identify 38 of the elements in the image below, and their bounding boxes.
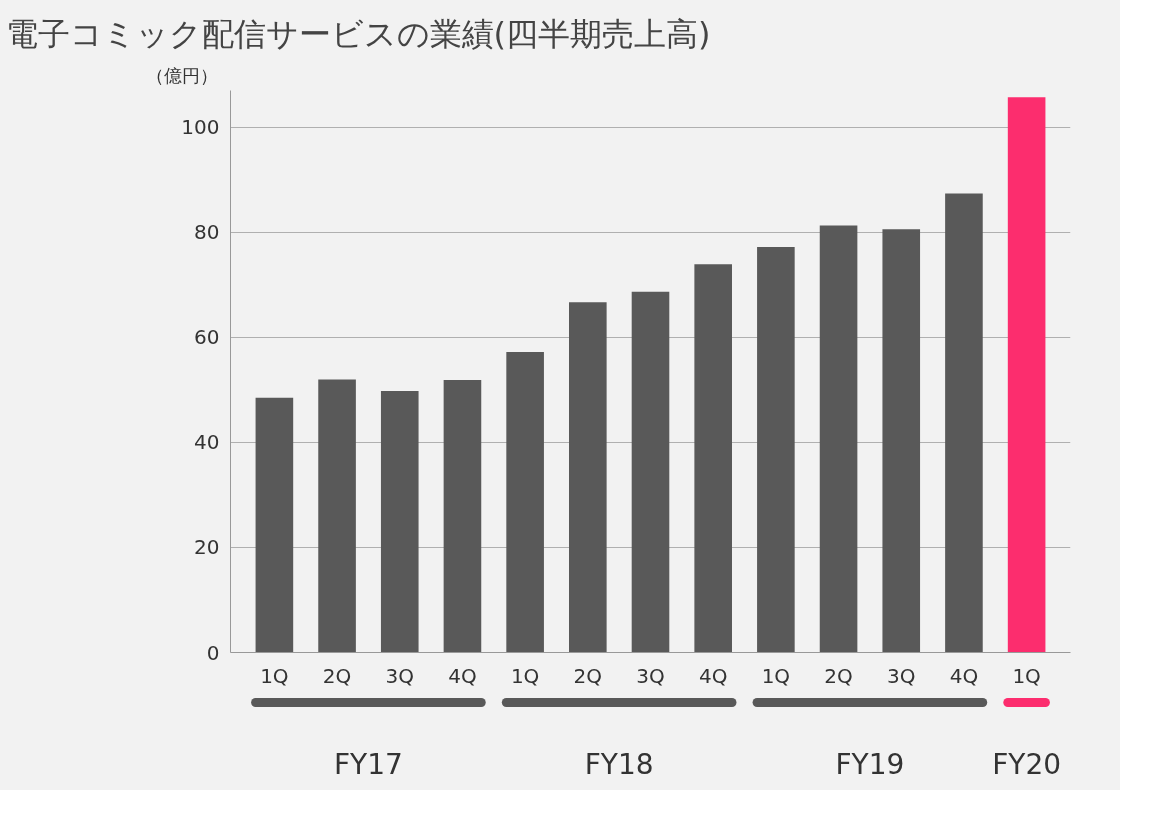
text: FY19 (835, 747, 905, 781)
y-axis-title: （億円） (145, 64, 218, 86)
bar (631, 291, 670, 653)
x-tick-label: 1Q (1012, 663, 1041, 688)
y-tick-label: 0 (206, 640, 220, 665)
bar (757, 247, 795, 653)
x-tick-label: 4Q (698, 663, 728, 688)
bar (945, 193, 983, 653)
bar (506, 352, 544, 653)
bar (569, 302, 607, 653)
x-tick-label: 3Q (636, 663, 665, 688)
y-tick-label: 40 (194, 430, 220, 455)
bar (819, 225, 858, 653)
y-tick-label: 100 (181, 115, 220, 140)
x-tick-label: 3Q (385, 663, 414, 688)
x-tick-label: 2Q (573, 663, 603, 688)
x-tick-label: 1Q (510, 663, 540, 688)
x-tick-label: 4Q (448, 663, 477, 688)
text: FY18 (584, 747, 654, 781)
bar (694, 264, 732, 653)
text: FY17 (333, 747, 403, 781)
bar (1007, 97, 1046, 653)
y-tick-label: 80 (194, 220, 220, 245)
bar (255, 397, 294, 653)
y-tick-label: 20 (194, 535, 220, 560)
text: FY20 (992, 747, 1062, 781)
x-tick-label: 3Q (887, 663, 916, 688)
x-tick-label: 1Q (260, 663, 289, 688)
y-tick-label: 60 (194, 325, 220, 350)
bar (318, 379, 356, 653)
bar (443, 379, 482, 653)
bar (380, 390, 419, 653)
bar (882, 229, 921, 653)
x-tick-label: 2Q (322, 663, 352, 688)
x-tick-label: 4Q (949, 663, 979, 688)
x-tick-label: 2Q (824, 663, 853, 688)
chart-title: 電子コミック配信サービスの業績(四半期売上高) (5, 14, 711, 53)
x-tick-label: 1Q (761, 663, 791, 688)
